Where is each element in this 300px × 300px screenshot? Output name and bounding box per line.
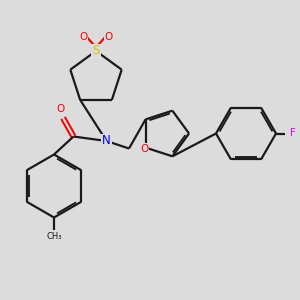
Text: O: O (56, 104, 65, 115)
Text: N: N (102, 134, 111, 148)
Text: S: S (92, 44, 100, 58)
Text: CH₃: CH₃ (46, 232, 62, 241)
Text: O: O (79, 32, 88, 43)
Text: O: O (140, 144, 148, 154)
Text: F: F (290, 128, 296, 139)
Text: O: O (104, 32, 113, 43)
